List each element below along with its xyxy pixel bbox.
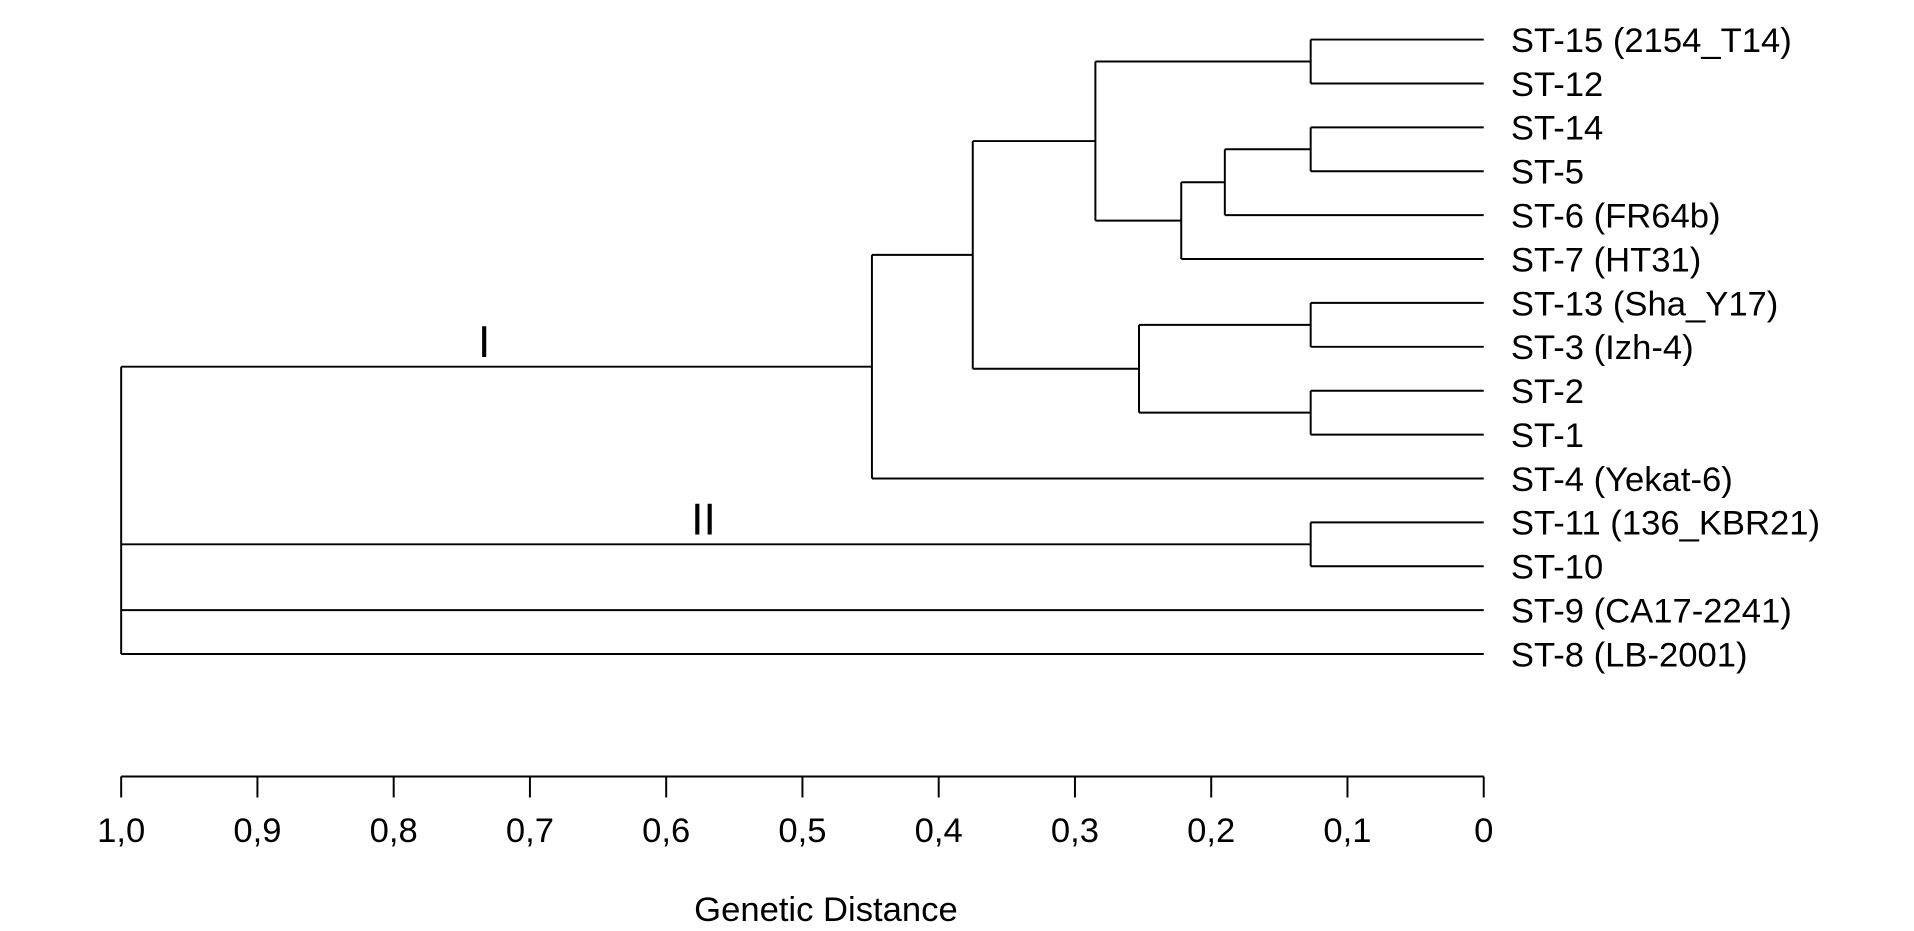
leaf-label: ST-1 bbox=[1511, 417, 1584, 455]
leaf-label: ST-9 (CA17-2241) bbox=[1511, 593, 1792, 631]
leaf-label: ST-12 bbox=[1511, 66, 1603, 104]
leaf-labels: ST-15 (2154_T14) ST-12 ST-14 ST-5 ST-6 (FR64… bbox=[478, 22, 1820, 674]
leaf-label: ST-14 bbox=[1511, 110, 1603, 148]
leaf-label: ST-2 bbox=[1511, 373, 1584, 411]
tick-label: 0,3 bbox=[1051, 812, 1099, 850]
clade-label: II bbox=[691, 495, 716, 544]
leaf-label: ST-7 (HT31) bbox=[1511, 241, 1701, 279]
leaf-label: ST-11 (136_KBR21) bbox=[1511, 505, 1820, 543]
leaf-label: ST-3 (Izh-4) bbox=[1511, 329, 1694, 367]
tick-label: 0,9 bbox=[233, 812, 281, 850]
leaf-label: ST-8 (LB-2001) bbox=[1511, 636, 1748, 674]
tick-label: 0,4 bbox=[915, 812, 963, 850]
tick-label: 0,1 bbox=[1323, 812, 1371, 850]
clade-label: I bbox=[478, 318, 490, 367]
tick-label: 0,7 bbox=[506, 812, 554, 850]
leaf-label: ST-13 (Sha_Y17) bbox=[1511, 285, 1778, 323]
x-axis: 1,0 0,9 0,8 0,7 0,6 0,5 0,4 0,3 0,2 0,1 0 bbox=[97, 775, 1493, 850]
tick-label: 0 bbox=[1474, 812, 1493, 850]
tick-label: 0,8 bbox=[370, 812, 418, 850]
tick-label: 0,2 bbox=[1187, 812, 1235, 850]
leaf-label: ST-10 bbox=[1511, 549, 1603, 587]
leaf-label: ST-15 (2154_T14) bbox=[1511, 22, 1792, 60]
leaf-label: ST-5 bbox=[1511, 154, 1584, 192]
tick-label: 0,6 bbox=[642, 812, 690, 850]
leaf-label: ST-6 (FR64b) bbox=[1511, 197, 1721, 235]
leaf-label: ST-4 (Yekat-6) bbox=[1511, 461, 1733, 499]
tick-label: 1,0 bbox=[97, 812, 145, 850]
tick-label: 0,5 bbox=[778, 812, 826, 850]
x-axis-title: Genetic Distance bbox=[694, 891, 958, 929]
tree-branches bbox=[120, 38, 1484, 656]
